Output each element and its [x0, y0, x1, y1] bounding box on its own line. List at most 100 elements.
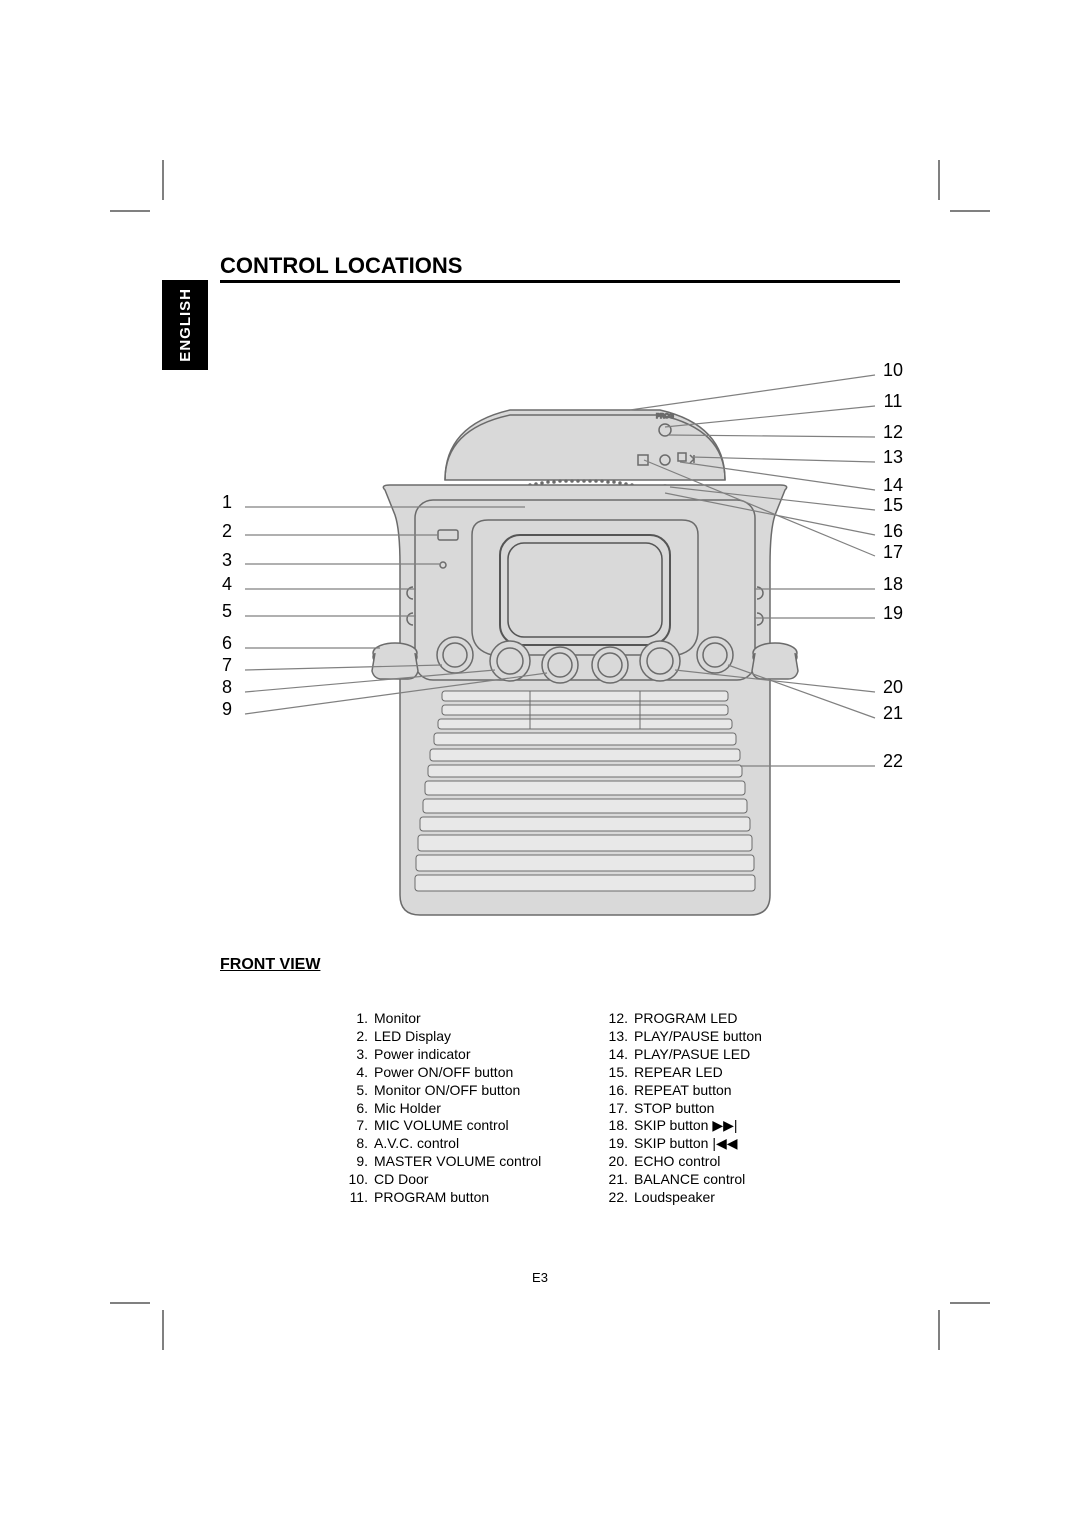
section-title: CONTROL LOCATIONS — [220, 253, 462, 279]
legend-item-text: LED Display — [374, 1028, 451, 1046]
legend-item-number: 8. — [340, 1135, 374, 1153]
language-tab-text: ENGLISH — [177, 288, 194, 362]
callout-number: 22 — [878, 751, 908, 772]
legend-item: 4.Power ON/OFF button — [340, 1064, 541, 1082]
legend-item: 11.PROGRAM button — [340, 1189, 541, 1207]
callout-number: 14 — [878, 475, 908, 496]
legend-item-text: CD Door — [374, 1171, 428, 1189]
legend-item-text: PLAY/PASUE LED — [634, 1046, 750, 1064]
legend-item-number: 1. — [340, 1010, 374, 1028]
legend-item: 8.A.V.C. control — [340, 1135, 541, 1153]
legend-item: 16.REPEAT button — [600, 1082, 762, 1100]
callout-number: 3 — [212, 550, 242, 571]
callout-number: 15 — [878, 495, 908, 516]
legend-item-text: BALANCE control — [634, 1171, 745, 1189]
legend-item-number: 11. — [340, 1189, 374, 1207]
legend-item: 18.SKIP button ▶▶| — [600, 1117, 762, 1135]
legend-item-text: SKIP button ▶▶| — [634, 1117, 738, 1135]
crop-mark — [110, 210, 150, 212]
crop-mark — [950, 1302, 990, 1304]
crop-mark — [162, 160, 164, 200]
legend-item-number: 16. — [600, 1082, 634, 1100]
callout-number: 4 — [212, 574, 242, 595]
front-view-heading: FRONT VIEW — [220, 956, 320, 974]
legend-column-1: 1.Monitor2.LED Display3.Power indicator4… — [340, 1010, 541, 1207]
front-view-diagram: PROG REPEAT — [220, 335, 900, 955]
legend-item-number: 9. — [340, 1153, 374, 1171]
legend-item: 6.Mic Holder — [340, 1100, 541, 1118]
legend-item: 10.CD Door — [340, 1171, 541, 1189]
legend-item-number: 17. — [600, 1100, 634, 1118]
legend-item: 9.MASTER VOLUME control — [340, 1153, 541, 1171]
callout-number: 9 — [212, 699, 242, 720]
legend-item: 14.PLAY/PASUE LED — [600, 1046, 762, 1064]
legend-item: 1.Monitor — [340, 1010, 541, 1028]
callout-number: 6 — [212, 633, 242, 654]
legend-item: 15.REPEAR LED — [600, 1064, 762, 1082]
legend-item-text: REPEAR LED — [634, 1064, 723, 1082]
legend-item-text: PROGRAM button — [374, 1189, 489, 1207]
callout-number: 2 — [212, 521, 242, 542]
callout-number: 19 — [878, 603, 908, 624]
title-underline — [220, 280, 900, 283]
legend-item-text: Power indicator — [374, 1046, 471, 1064]
legend-item: 7.MIC VOLUME control — [340, 1117, 541, 1135]
legend-item-number: 5. — [340, 1082, 374, 1100]
legend-item-text: Power ON/OFF button — [374, 1064, 513, 1082]
legend-item: 20.ECHO control — [600, 1153, 762, 1171]
legend-item-number: 13. — [600, 1028, 634, 1046]
legend-item: 2.LED Display — [340, 1028, 541, 1046]
callout-number: 11 — [878, 391, 908, 412]
page-number: E3 — [0, 1270, 1080, 1285]
callout-number: 8 — [212, 677, 242, 698]
legend-item: 5.Monitor ON/OFF button — [340, 1082, 541, 1100]
legend-item-number: 15. — [600, 1064, 634, 1082]
legend-item-text: SKIP button |◀◀ — [634, 1135, 738, 1153]
callout-number: 10 — [878, 360, 908, 381]
language-tab: ENGLISH — [162, 280, 208, 370]
callout-number: 7 — [212, 655, 242, 676]
legend-item: 17.STOP button — [600, 1100, 762, 1118]
legend-item-text: A.V.C. control — [374, 1135, 459, 1153]
legend-item-number: 7. — [340, 1117, 374, 1135]
callout-number: 21 — [878, 703, 908, 724]
crop-mark — [110, 1302, 150, 1304]
legend-item-number: 12. — [600, 1010, 634, 1028]
legend-item-number: 3. — [340, 1046, 374, 1064]
callout-number: 1 — [212, 492, 242, 513]
legend-item-number: 19. — [600, 1135, 634, 1153]
legend-item-text: Monitor ON/OFF button — [374, 1082, 520, 1100]
legend-item-number: 20. — [600, 1153, 634, 1171]
legend-item-text: STOP button — [634, 1100, 714, 1118]
legend-column-2: 12.PROGRAM LED13.PLAY/PAUSE button14.PLA… — [600, 1010, 762, 1207]
callout-number: 18 — [878, 574, 908, 595]
crop-mark — [950, 210, 990, 212]
callout-number: 17 — [878, 542, 908, 563]
legend-item-number: 18. — [600, 1117, 634, 1135]
legend-item-number: 4. — [340, 1064, 374, 1082]
legend-item: 19.SKIP button |◀◀ — [600, 1135, 762, 1153]
callout-number: 20 — [878, 677, 908, 698]
legend-item-text: PROGRAM LED — [634, 1010, 737, 1028]
legend-item-text: Monitor — [374, 1010, 421, 1028]
legend-item: 13.PLAY/PAUSE button — [600, 1028, 762, 1046]
callout-number: 5 — [212, 601, 242, 622]
legend-item-text: Mic Holder — [374, 1100, 441, 1118]
legend-item-number: 22. — [600, 1189, 634, 1207]
legend-item-text: MIC VOLUME control — [374, 1117, 509, 1135]
legend-item-number: 10. — [340, 1171, 374, 1189]
legend-item-number: 2. — [340, 1028, 374, 1046]
svg-text:PROG: PROG — [656, 414, 674, 420]
legend-item-number: 14. — [600, 1046, 634, 1064]
legend-item-text: PLAY/PAUSE button — [634, 1028, 762, 1046]
legend-item: 22.Loudspeaker — [600, 1189, 762, 1207]
callout-number: 13 — [878, 447, 908, 468]
legend-item-text: Loudspeaker — [634, 1189, 715, 1207]
legend-item-text: REPEAT button — [634, 1082, 732, 1100]
legend-item: 12.PROGRAM LED — [600, 1010, 762, 1028]
legend-item: 21.BALANCE control — [600, 1171, 762, 1189]
crop-mark — [162, 1310, 164, 1350]
crop-mark — [938, 1310, 940, 1350]
legend-item-text: ECHO control — [634, 1153, 720, 1171]
callout-number: 12 — [878, 422, 908, 443]
